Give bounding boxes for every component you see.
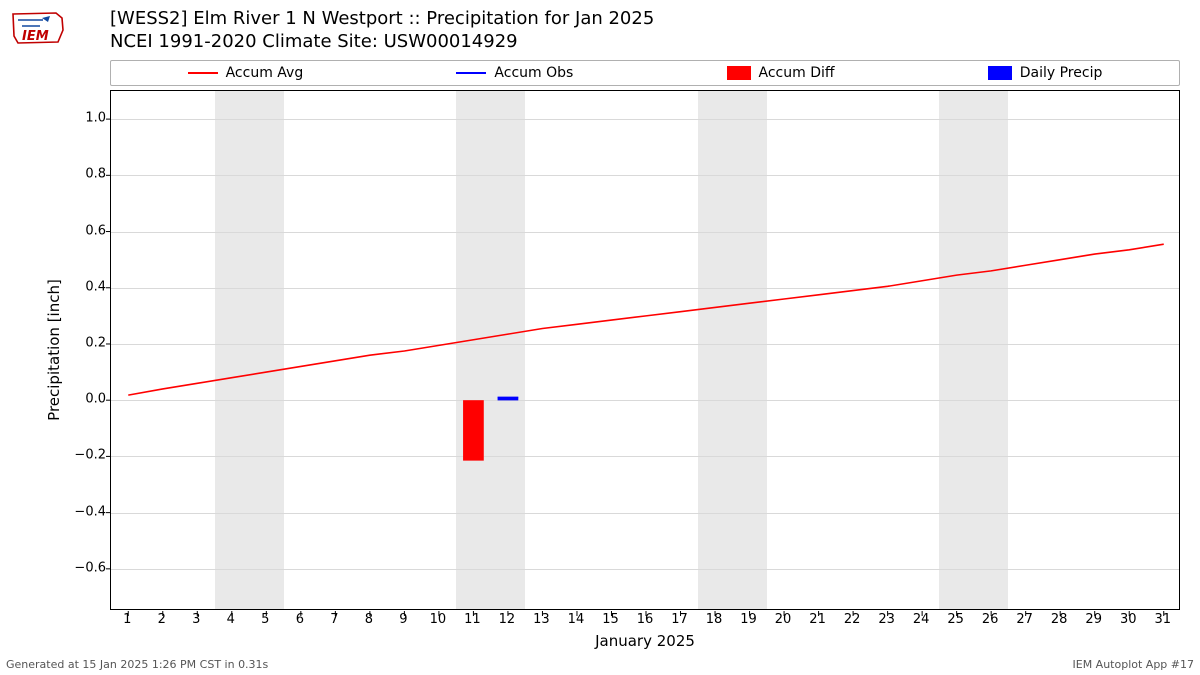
legend-swatch (188, 72, 218, 74)
x-tick-label: 8 (365, 612, 373, 627)
legend-label: Daily Precip (1020, 65, 1103, 81)
chart-title: [WESS2] Elm River 1 N Westport :: Precip… (110, 8, 654, 53)
legend-item: Accum Obs (456, 65, 573, 81)
legend: Accum Avg Accum Obs Accum Diff Daily Precip (110, 60, 1180, 86)
y-tick-label: 0.0 (56, 392, 106, 407)
y-tick-label: −0.2 (56, 448, 106, 463)
legend-label: Accum Obs (494, 65, 573, 81)
plot-area (110, 90, 1180, 610)
legend-item: Accum Diff (727, 65, 835, 81)
legend-item: Daily Precip (988, 65, 1103, 81)
x-tick-label: 15 (602, 612, 619, 627)
y-tick-label: 0.4 (56, 279, 106, 294)
legend-swatch (988, 66, 1012, 80)
x-tick-label: 30 (1120, 612, 1137, 627)
x-tick-label: 2 (158, 612, 166, 627)
x-tick-label: 10 (430, 612, 447, 627)
x-tick-label: 13 (533, 612, 550, 627)
legend-item: Accum Avg (188, 65, 304, 81)
title-line-1: [WESS2] Elm River 1 N Westport :: Precip… (110, 8, 654, 31)
accum-diff-bar (463, 400, 484, 460)
x-tick-label: 29 (1085, 612, 1102, 627)
legend-label: Accum Avg (226, 65, 304, 81)
accum-avg-line (128, 244, 1163, 395)
x-tick-label: 18 (706, 612, 723, 627)
x-tick-label: 5 (261, 612, 269, 627)
title-line-2: NCEI 1991-2020 Climate Site: USW00014929 (110, 31, 654, 54)
x-tick-label: 12 (499, 612, 516, 627)
legend-swatch (456, 72, 486, 74)
x-tick-label: 21 (809, 612, 826, 627)
x-tick-label: 3 (192, 612, 200, 627)
x-tick-label: 7 (330, 612, 338, 627)
x-axis-label: January 2025 (110, 632, 1180, 650)
footer-app: IEM Autoplot App #17 (1073, 658, 1195, 671)
x-tick-label: 11 (464, 612, 481, 627)
legend-label: Accum Diff (759, 65, 835, 81)
legend-swatch (727, 66, 751, 80)
svg-text:IEM: IEM (22, 29, 49, 44)
y-tick-label: 0.8 (56, 167, 106, 182)
footer-generated: Generated at 15 Jan 2025 1:26 PM CST in … (6, 658, 268, 671)
x-tick-label: 19 (740, 612, 757, 627)
iem-logo: IEM (8, 8, 68, 48)
x-tick-label: 28 (1051, 612, 1068, 627)
y-tick-label: 0.2 (56, 335, 106, 350)
x-tick-label: 31 (1154, 612, 1171, 627)
x-tick-label: 14 (568, 612, 585, 627)
x-tick-label: 17 (671, 612, 688, 627)
y-tick-label: 0.6 (56, 223, 106, 238)
x-tick-label: 9 (399, 612, 407, 627)
x-tick-label: 26 (982, 612, 999, 627)
x-tick-label: 1 (123, 612, 131, 627)
x-tick-label: 6 (296, 612, 304, 627)
y-tick-label: −0.6 (56, 560, 106, 575)
x-tick-label: 20 (775, 612, 792, 627)
x-tick-label: 22 (844, 612, 861, 627)
y-tick-label: −0.4 (56, 504, 106, 519)
x-tick-label: 23 (878, 612, 895, 627)
y-tick-label: 1.0 (56, 111, 106, 126)
x-tick-label: 16 (637, 612, 654, 627)
x-tick-label: 24 (913, 612, 930, 627)
x-tick-label: 27 (1016, 612, 1033, 627)
x-tick-label: 25 (947, 612, 964, 627)
x-tick-label: 4 (227, 612, 235, 627)
